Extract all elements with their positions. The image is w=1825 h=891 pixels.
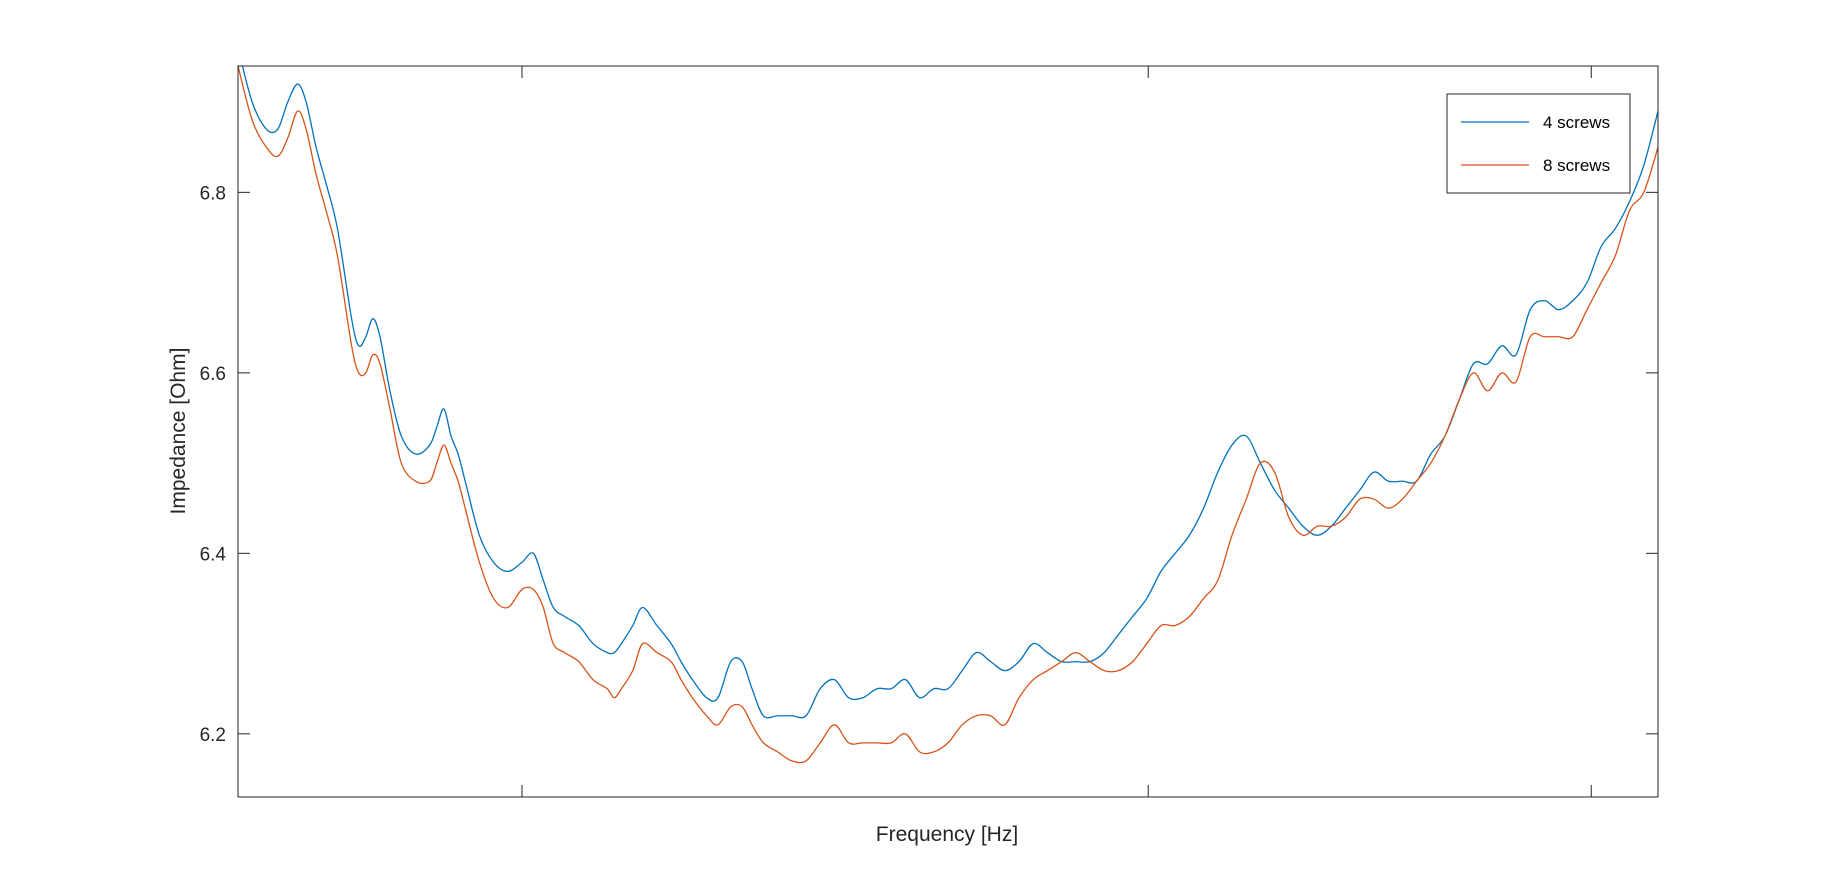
series-line-8-screws (238, 66, 1658, 764)
y-tick-label: 6.8 (200, 183, 226, 204)
y-axis-label: Impedance [Ohm] (167, 348, 190, 515)
x-axis-label: Frequency [Hz] (876, 823, 1018, 846)
legend-label-8-screws: 8 screws (1543, 156, 1610, 175)
tick-layer: 6.2 6.4 6.6 6.8 (200, 66, 1658, 797)
series-line-4-screws (241, 66, 1658, 719)
y-tick-label: 6.4 (200, 544, 227, 565)
legend-label-4-screws: 4 screws (1543, 113, 1610, 132)
legend: 4 screws 8 screws (1446, 93, 1631, 194)
y-tick-label: 6.6 (200, 364, 226, 385)
y-tick-label: 6.2 (200, 725, 226, 746)
legend-box (1446, 93, 1631, 194)
plot-area (238, 66, 1658, 797)
axes-box (237, 65, 1659, 798)
series-layer (238, 66, 1658, 764)
